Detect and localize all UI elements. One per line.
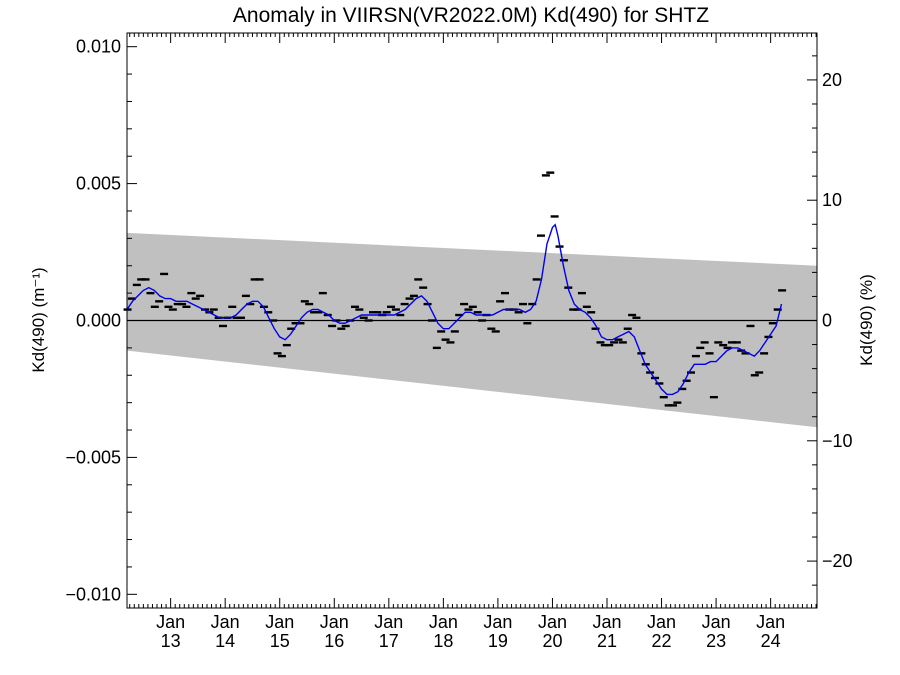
y-right-tick-label-3: 10 [822,190,842,210]
smoothed-line [126,223,783,396]
y-tick-label-2: 0.000 [76,311,121,331]
x-tick-year-10: 23 [706,631,726,651]
y-tick-label-0: −0.010 [65,584,121,604]
y-tick-label-3: 0.005 [76,174,121,194]
x-tick-year-9: 22 [652,631,672,651]
y-axis-label-left: Kd(490) (m⁻¹) [29,267,48,372]
x-tick-year-11: 24 [761,631,781,651]
y-tick-label-1: −0.005 [65,447,121,467]
y-right-tick-label-1: −10 [822,431,853,451]
plot-area: −0.010−0.0050.0000.0050.010−20−1001020Ja… [65,32,853,651]
x-tick-year-7: 20 [542,631,562,651]
y-right-tick-label-0: −20 [822,551,853,571]
x-tick-month-0: Jan [156,612,185,632]
x-tick-year-3: 16 [324,631,344,651]
x-tick-month-7: Jan [538,612,567,632]
x-tick-year-1: 14 [215,631,235,651]
x-tick-month-2: Jan [265,612,294,632]
x-tick-month-9: Jan [647,612,676,632]
y-axis-label-right: Kd(490) (%) [857,274,876,366]
x-tick-month-6: Jan [483,612,512,632]
x-tick-month-4: Jan [374,612,403,632]
y-right-tick-label-4: 20 [822,70,842,90]
uncertainty-band [127,232,817,428]
x-tick-month-5: Jan [429,612,458,632]
x-tick-year-6: 19 [488,631,508,651]
x-tick-year-2: 15 [270,631,290,651]
x-tick-month-8: Jan [592,612,621,632]
x-tick-year-0: 13 [161,631,181,651]
x-tick-year-4: 17 [379,631,399,651]
chart-title: Anomaly in VIIRSN(VR2022.0M) Kd(490) for… [233,4,709,27]
y-right-tick-label-2: 0 [822,311,832,331]
x-tick-month-1: Jan [211,612,240,632]
y-tick-label-4: 0.010 [76,37,121,57]
x-tick-year-8: 21 [597,631,617,651]
x-tick-month-3: Jan [320,612,349,632]
x-tick-year-5: 18 [433,631,453,651]
x-tick-month-10: Jan [702,612,731,632]
x-tick-month-11: Jan [756,612,785,632]
